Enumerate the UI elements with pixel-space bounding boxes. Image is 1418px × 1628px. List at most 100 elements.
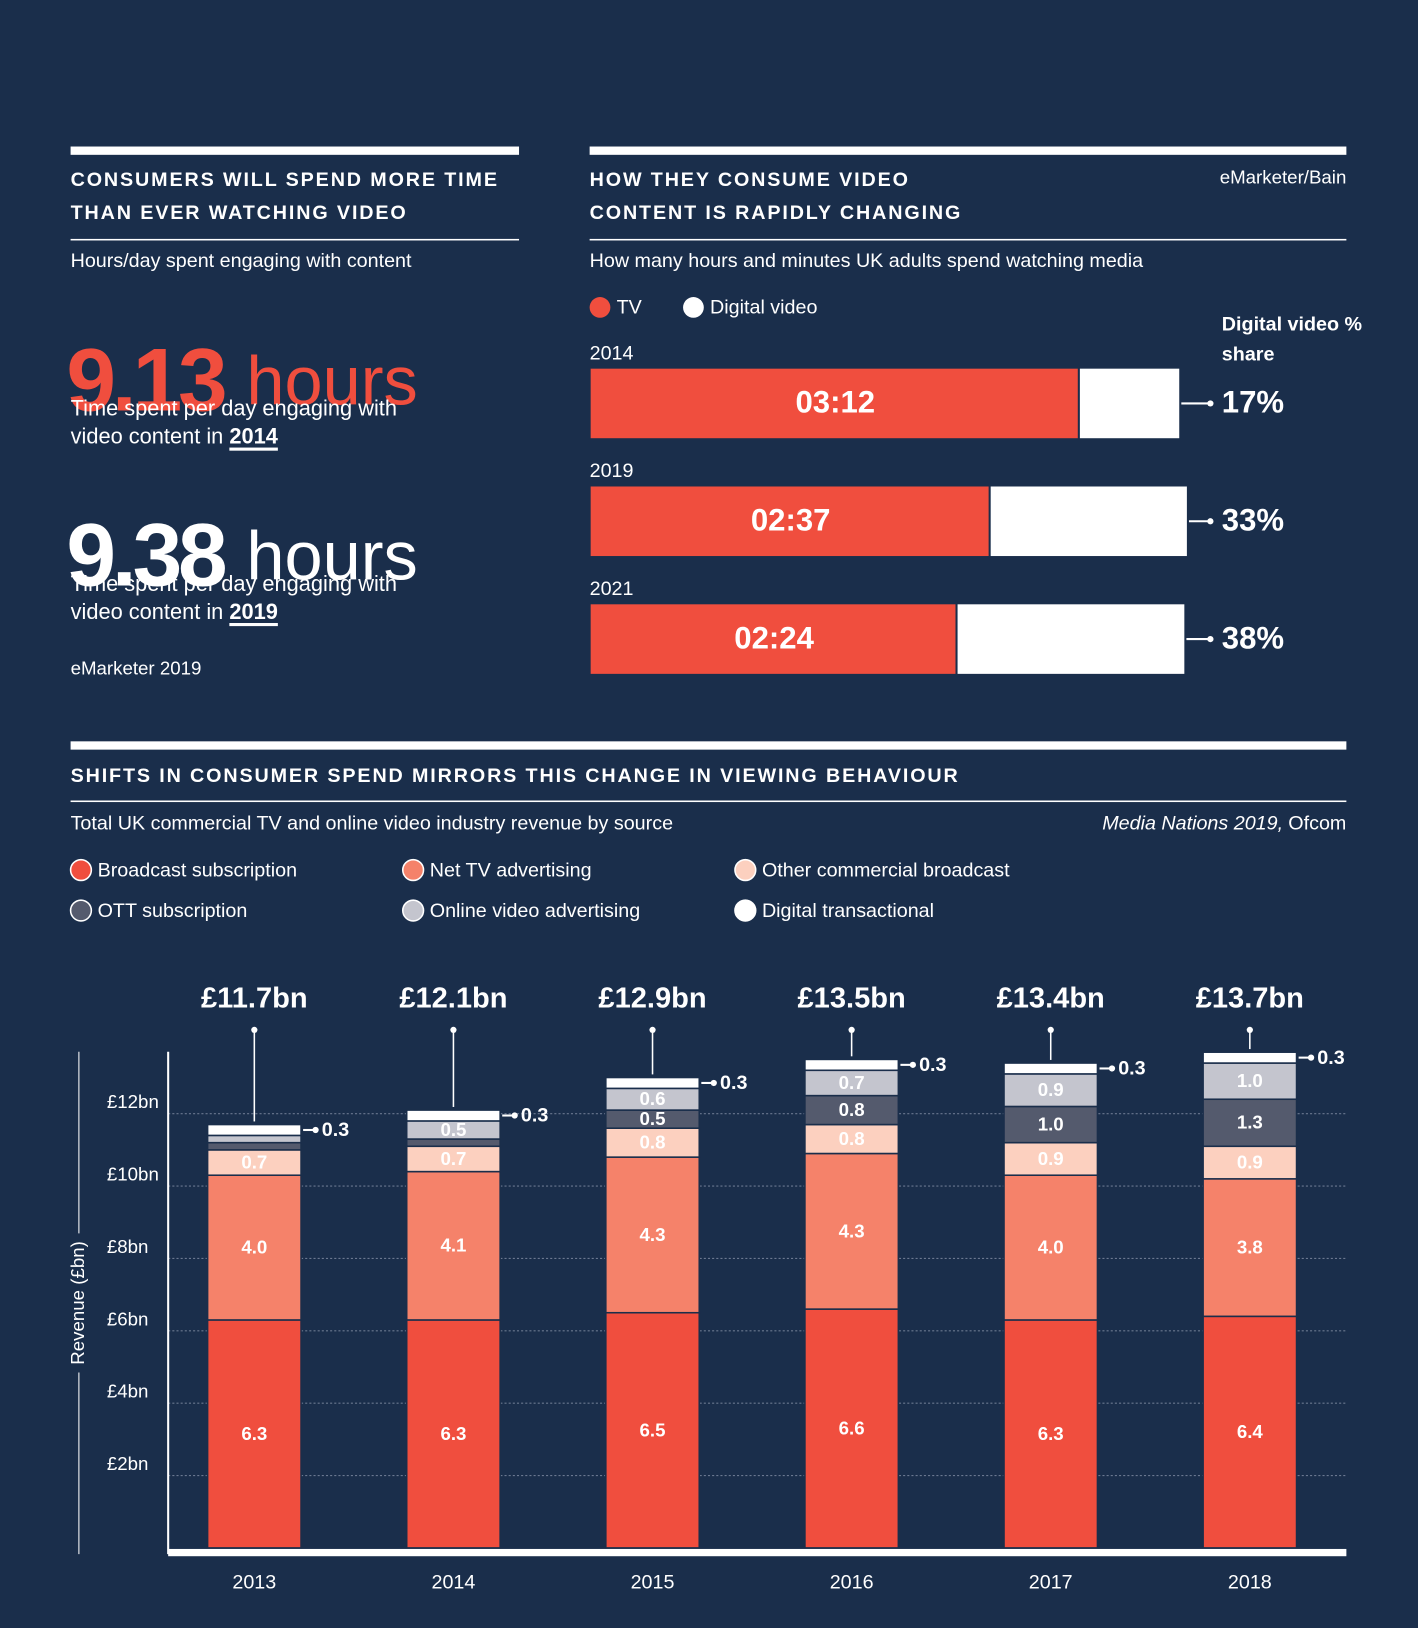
bar-segment: [405, 1145, 501, 1173]
segment-label: 0.3: [919, 1054, 946, 1076]
legend-swatch: [683, 297, 704, 318]
segment-label: 0.5: [640, 1108, 666, 1129]
chart-title: SHIFTS IN CONSUMER SPEND MIRRORS THIS CH…: [71, 765, 960, 787]
bar-segment: [1079, 368, 1180, 439]
section-bar: [70, 146, 520, 155]
label-dot: [710, 1079, 717, 1087]
chart-source: Media Nations 2019, Ofcom: [1102, 813, 1346, 835]
bar-segment: [405, 1319, 501, 1549]
bar-segment: [957, 604, 1185, 674]
share-label: 38%: [1222, 620, 1284, 655]
bar-segment: [206, 1123, 302, 1137]
chart-title: HOW THEY CONSUME VIDEO CONTENT IS RAPIDL…: [589, 169, 963, 225]
segment-label: 6.3: [440, 1423, 466, 1444]
label-dot: [909, 1061, 916, 1068]
segment-label: 3.8: [1237, 1237, 1263, 1258]
bar-label: 02:24: [734, 620, 814, 655]
legend-label: TV: [617, 297, 643, 319]
chart-source: eMarketer/Bain: [1220, 167, 1347, 188]
legend-label: Other commercial broadcast: [762, 859, 1010, 881]
bar-segment: [1003, 1105, 1099, 1144]
bar-segment: [804, 1094, 900, 1126]
segment-label: 1.0: [1038, 1114, 1064, 1135]
legend-swatch: [401, 899, 425, 922]
share-dot: [1207, 635, 1214, 643]
bar-label: 01:29: [1031, 620, 1111, 655]
bar-segment: [1202, 1178, 1298, 1318]
bar-segment: [590, 604, 956, 674]
total-label: £13.7bn: [1196, 982, 1304, 1014]
y-tick-label: £4bn: [107, 1381, 149, 1402]
share-label: 17%: [1222, 385, 1284, 420]
section-rule: [589, 238, 1347, 241]
share-dot: [1207, 400, 1214, 407]
panel-title: CONSUMERS WILL SPEND MORE TIME THAN EVER…: [70, 169, 499, 225]
segment-label: 4.0: [1038, 1237, 1064, 1258]
segment-label: 0.5: [440, 1119, 466, 1140]
segment-label: 0.8: [640, 1132, 666, 1153]
label-dot: [312, 1126, 319, 1134]
bar-segment: [804, 1069, 900, 1097]
bar-segment: [1003, 1062, 1099, 1075]
segment-label: 4.3: [839, 1220, 865, 1241]
total-label: £13.5bn: [798, 982, 906, 1014]
y-tick-label: £8bn: [107, 1236, 149, 1257]
stat: 9.13 hours: [66, 329, 417, 429]
stat-caption-box: Time spent per day engaging with video c…: [71, 395, 429, 451]
bar-segment: [206, 1141, 302, 1151]
y-axis-label: Revenue (£bn): [67, 1241, 88, 1365]
bar-segment: [590, 368, 1078, 439]
stat-value: 9.13: [66, 329, 225, 429]
total-label: £13.4bn: [997, 982, 1105, 1014]
bar-segment: [206, 1174, 302, 1321]
segment-label: 6.5: [640, 1419, 666, 1440]
segment-label: 6.4: [1237, 1421, 1264, 1442]
source-publisher: Ofcom: [1288, 813, 1346, 835]
legend-swatch: [69, 858, 93, 882]
x-axis: [168, 1548, 1347, 1557]
bar-label: 02:37: [751, 503, 831, 538]
source-title: Media Nations 2019,: [1102, 813, 1283, 835]
y-tick-label: £12bn: [107, 1091, 159, 1112]
segment-label: 0.3: [322, 1119, 349, 1141]
bar-label: 00:39: [1090, 385, 1170, 420]
total-dot: [1246, 1026, 1253, 1034]
stat-caption-text: Time spent per day engaging with video c…: [70, 572, 397, 625]
segment-label: 0.3: [720, 1072, 747, 1094]
x-tick-label: 2018: [1228, 1571, 1272, 1593]
stat-caption: Time spent per day engaging with video c…: [71, 395, 429, 451]
stat-caption-box: Time spent per day engaging with video c…: [70, 572, 397, 625]
stat-year: 2014: [229, 424, 278, 449]
bar-segment: [1202, 1098, 1298, 1148]
share-header-box: Digital video % share: [1222, 314, 1362, 366]
legend-label: Broadcast subscription: [98, 859, 297, 881]
segment-label: 0.8: [839, 1128, 865, 1149]
total-label: £11.7bn: [201, 982, 308, 1014]
bar-segment: [405, 1109, 501, 1122]
segment-label: 0.7: [440, 1148, 466, 1169]
section-bar: [589, 146, 1347, 155]
y-tick-label: £2bn: [107, 1453, 149, 1474]
bar-segment: [1003, 1073, 1099, 1108]
segment-label: 1.3: [1237, 1112, 1263, 1133]
total-dot: [450, 1026, 457, 1034]
segment-label: 0.9: [1237, 1152, 1263, 1173]
segment-label: 4.1: [440, 1235, 466, 1256]
legend-label: OTT subscription: [98, 900, 248, 922]
chart-subtitle: How many hours and minutes UK adults spe…: [590, 250, 1144, 272]
segment-label: 4.0: [241, 1237, 267, 1258]
segment-label: 0.3: [521, 1105, 548, 1127]
segment-label: 6.6: [839, 1417, 865, 1438]
total-label: £12.1bn: [399, 982, 507, 1014]
panel-source: eMarketer 2019: [71, 658, 202, 679]
row-label: 2019: [590, 460, 634, 482]
total-dot: [251, 1026, 258, 1034]
total-label: £12.9bn: [598, 982, 706, 1014]
total-dot: [649, 1026, 656, 1034]
row-label: 2021: [590, 578, 634, 600]
bar-segment: [1202, 1145, 1298, 1180]
bar-segment: [1202, 1051, 1298, 1064]
panel-title-box: CONSUMERS WILL SPEND MORE TIME THAN EVER…: [70, 169, 499, 225]
